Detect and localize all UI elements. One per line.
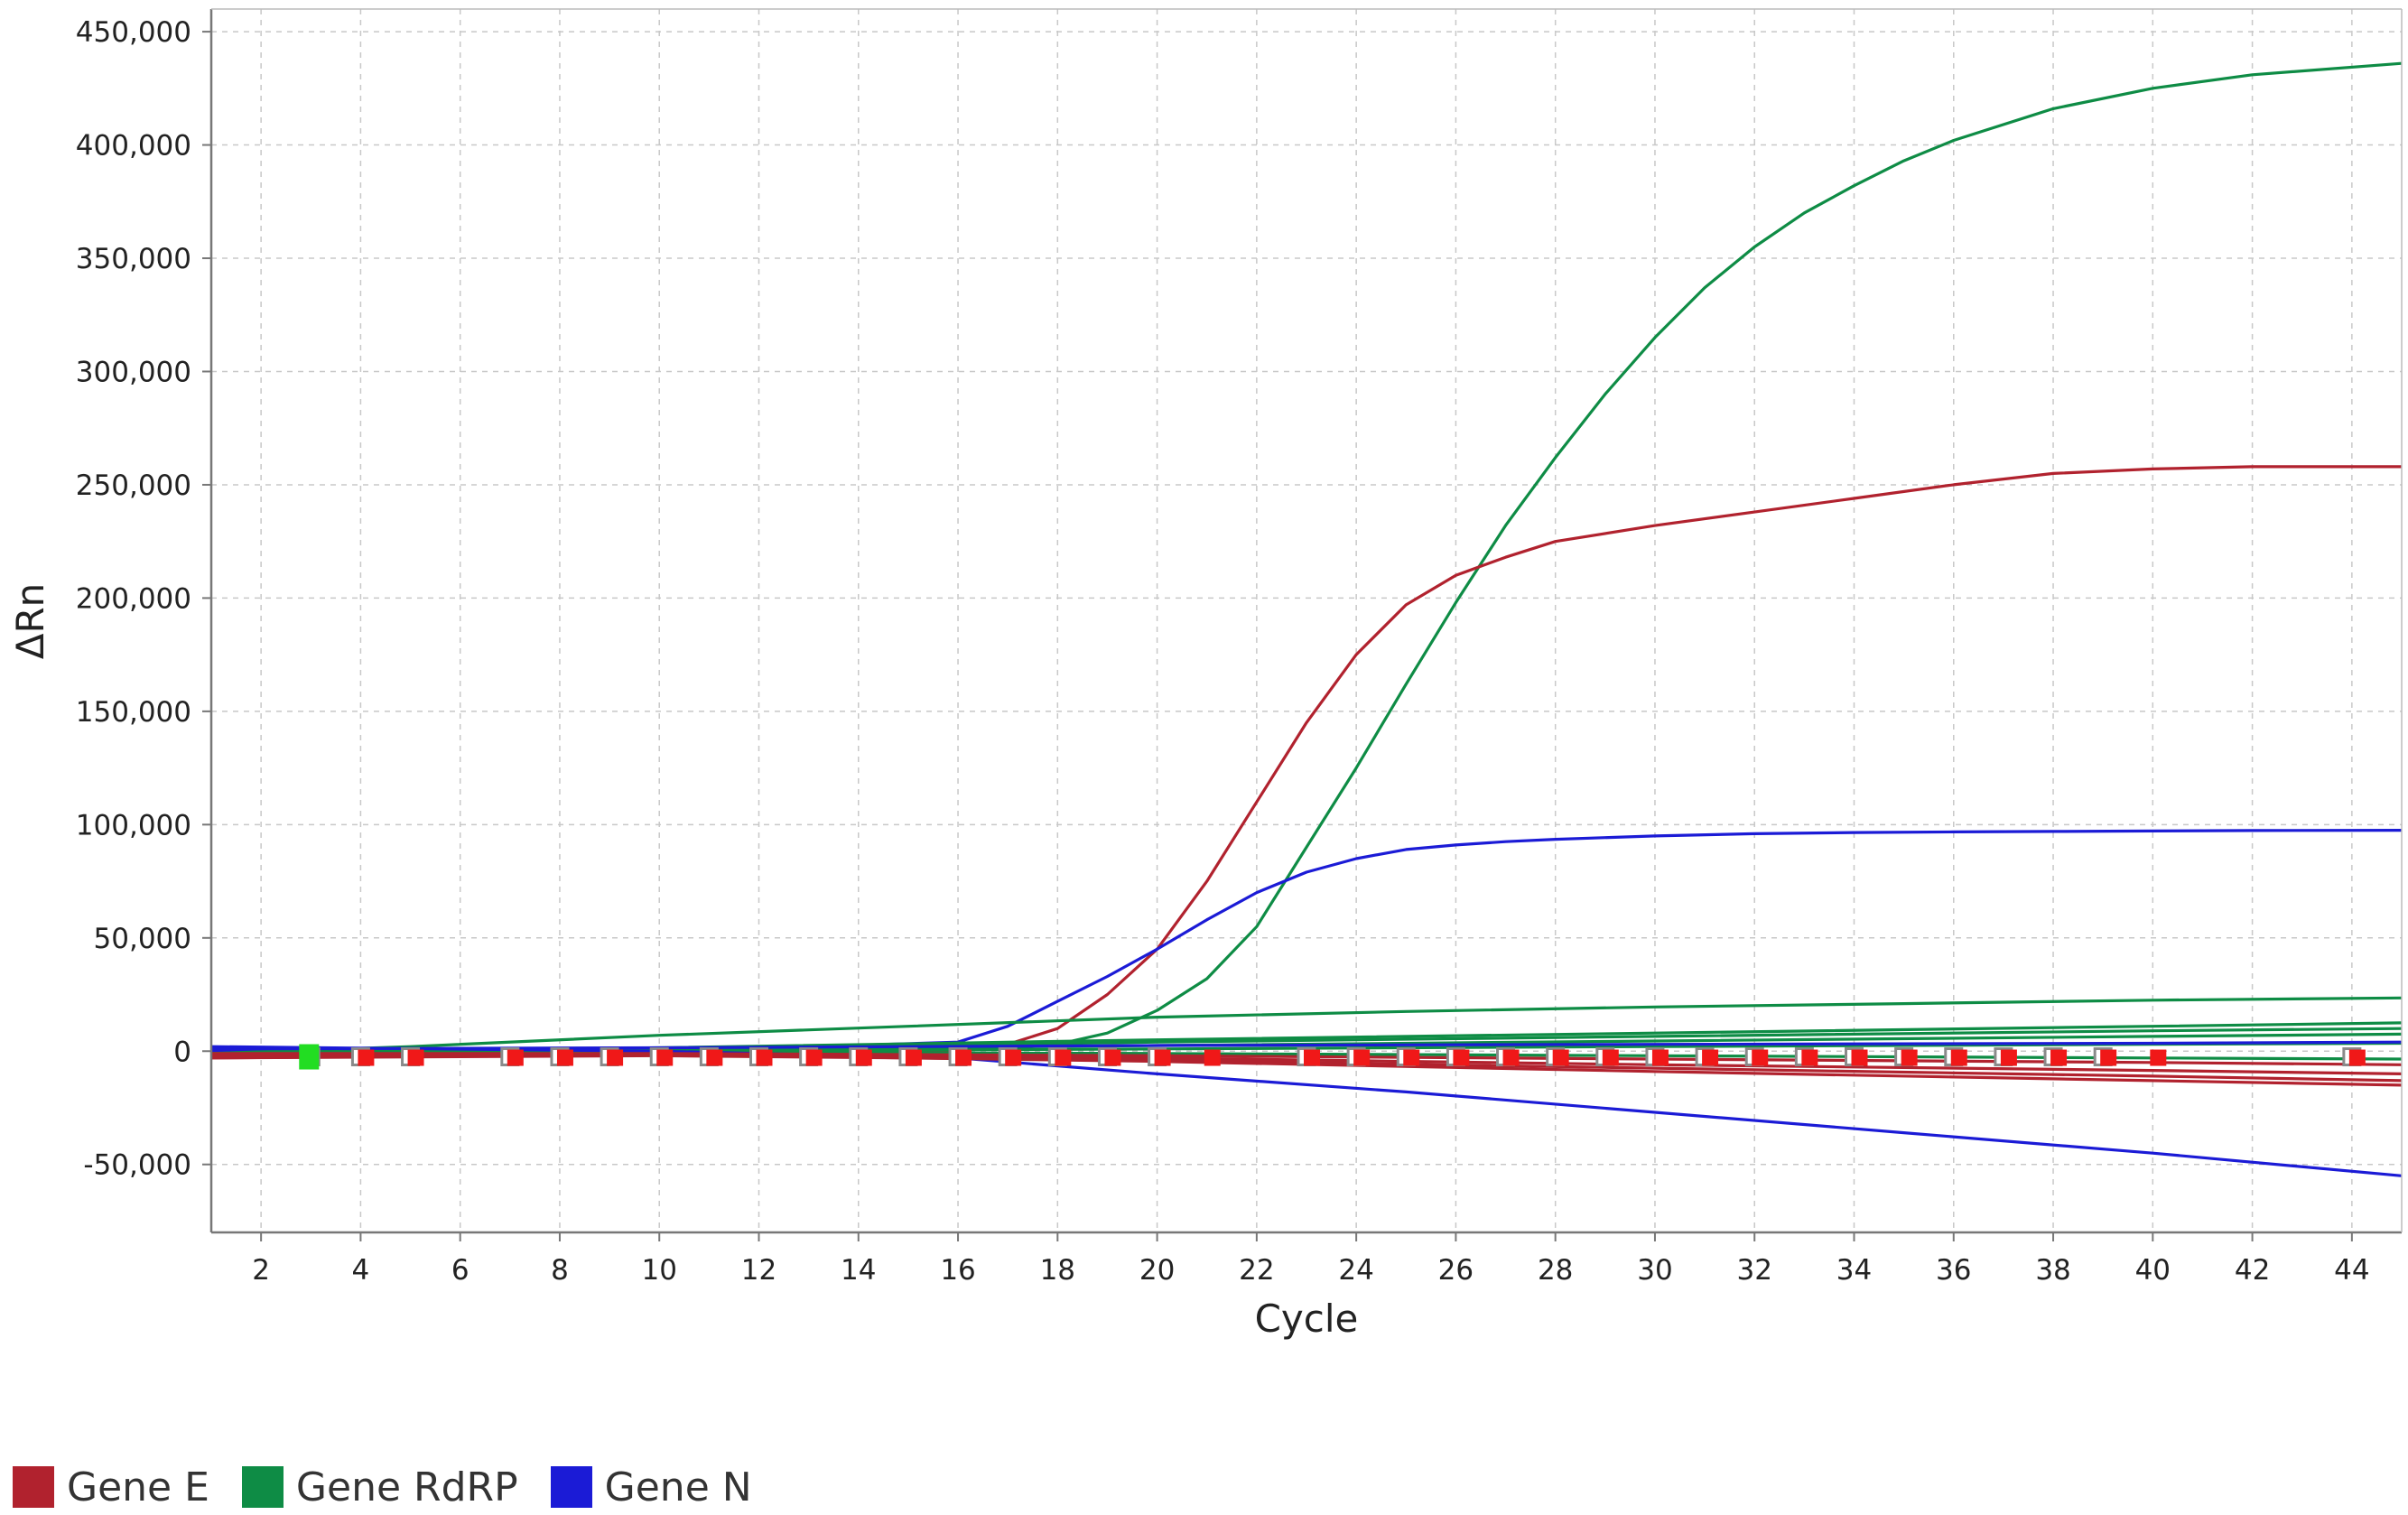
legend-item-gene-rdrp: Gene RdRP: [241, 1464, 518, 1510]
x-tick-label: 40: [2135, 1254, 2171, 1287]
marker-red: [1403, 1049, 1420, 1066]
marker-red: [706, 1049, 723, 1066]
marker-red: [2150, 1049, 2167, 1066]
y-tick-label: 250,000: [76, 469, 191, 502]
y-axis-title: ΔRn: [8, 583, 52, 660]
x-tick-label: 22: [1239, 1254, 1274, 1287]
marker-red: [1801, 1049, 1818, 1066]
y-tick-label: 0: [173, 1036, 191, 1068]
x-tick-label: 30: [1637, 1254, 1672, 1287]
x-tick-label: 36: [1936, 1254, 1971, 1287]
marker-red: [2100, 1049, 2117, 1066]
marker-red: [2050, 1049, 2068, 1066]
marker-red: [556, 1049, 573, 1066]
marker-red: [607, 1049, 624, 1066]
x-tick-label: 6: [451, 1254, 470, 1287]
legend: Gene E Gene RdRP Gene N: [13, 1460, 785, 1514]
legend-swatch-gene-e: [13, 1466, 54, 1508]
marker-red: [855, 1049, 872, 1066]
legend-label-gene-e: Gene E: [67, 1464, 209, 1510]
marker-red: [358, 1049, 375, 1066]
marker-red: [1204, 1049, 1221, 1066]
x-axis-title: Cycle: [1255, 1297, 1359, 1341]
axes: [202, 8, 2403, 1241]
y-tick-label: 350,000: [76, 243, 191, 275]
x-tick-label: 26: [1438, 1254, 1474, 1287]
y-tick-label: 50,000: [94, 923, 191, 955]
marker-red: [2000, 1049, 2017, 1066]
x-tick-label: 4: [352, 1254, 370, 1287]
marker-red: [407, 1049, 424, 1066]
legend-item-gene-n: Gene N: [550, 1464, 752, 1510]
series-line: [210, 996, 2403, 1055]
x-tick-label: 8: [551, 1254, 569, 1287]
legend-label-gene-n: Gene N: [604, 1464, 752, 1510]
x-tick-label: 34: [1836, 1254, 1872, 1287]
y-tick-label: -50,000: [83, 1149, 191, 1182]
x-tick-label: 20: [1139, 1254, 1175, 1287]
marker-red: [1502, 1049, 1520, 1066]
marker-red: [1353, 1049, 1371, 1066]
marker-red: [805, 1049, 823, 1066]
x-tick-labels: 2 4 6 8 10 12 14 16 18 20 22 24 26 28 30 32 34 36 38 40 42 44: [252, 1254, 2369, 1287]
amplification-plot: -50,000 0 50,000 100,000 150,000 200,000 250,0…: [8, 8, 2403, 1341]
y-tick-label: 100,000: [76, 809, 191, 841]
y-tick-labels: -50,000 0 50,000 100,000 150,000 200,000 250,0…: [76, 16, 191, 1182]
x-tick-label: 44: [2334, 1254, 2369, 1287]
marker-red: [1950, 1049, 1967, 1066]
marker-red: [507, 1049, 524, 1066]
marker-red: [656, 1049, 674, 1066]
x-tick-label: 28: [1538, 1254, 1573, 1287]
x-tick-label: 38: [2035, 1254, 2070, 1287]
marker-red: [1651, 1049, 1669, 1066]
marker-red: [1104, 1049, 1121, 1066]
marker-red: [1453, 1049, 1470, 1066]
marker-red: [2348, 1049, 2366, 1066]
marker-red: [1851, 1049, 1868, 1066]
y-tick-label: 400,000: [76, 130, 191, 163]
legend-swatch-gene-n: [550, 1466, 592, 1508]
legend-swatch-gene-rdrp: [241, 1466, 284, 1508]
x-tick-label: 18: [1040, 1254, 1075, 1287]
x-tick-label: 16: [940, 1254, 975, 1287]
y-tick-label: 150,000: [76, 696, 191, 729]
y-tick-label: 450,000: [76, 16, 191, 49]
series-line: [211, 829, 2403, 1053]
marker-red: [1602, 1049, 1619, 1066]
series-line: [211, 465, 2402, 1053]
marker-red: [1005, 1049, 1022, 1066]
series-line: [211, 61, 2403, 1053]
marker-red: [1552, 1049, 1569, 1066]
marker-red: [1304, 1049, 1320, 1066]
x-tick-label: 12: [741, 1254, 776, 1287]
x-tick-label: 14: [841, 1254, 876, 1287]
legend-item-gene-e: Gene E: [13, 1464, 209, 1510]
marker-red: [1752, 1049, 1769, 1066]
x-tick-label: 24: [1338, 1254, 1373, 1287]
marker-red: [905, 1049, 922, 1066]
y-tick-label: 300,000: [76, 356, 191, 388]
baseline-markers: [299, 1044, 2366, 1070]
x-tick-label: 10: [642, 1254, 677, 1287]
marker-green: [299, 1044, 320, 1070]
marker-red: [756, 1049, 773, 1066]
legend-label-gene-rdrp: Gene RdRP: [295, 1464, 518, 1510]
marker-red: [1702, 1049, 1719, 1066]
x-tick-label: 2: [252, 1254, 270, 1287]
x-tick-label: 42: [2235, 1254, 2270, 1287]
marker-red: [1901, 1049, 1918, 1066]
y-tick-label: 200,000: [76, 582, 191, 615]
series-line: [210, 1040, 2403, 1051]
x-tick-label: 32: [1737, 1254, 1772, 1287]
marker-red: [1055, 1049, 1072, 1066]
marker-red: [955, 1049, 972, 1066]
marker-red: [1154, 1049, 1171, 1066]
